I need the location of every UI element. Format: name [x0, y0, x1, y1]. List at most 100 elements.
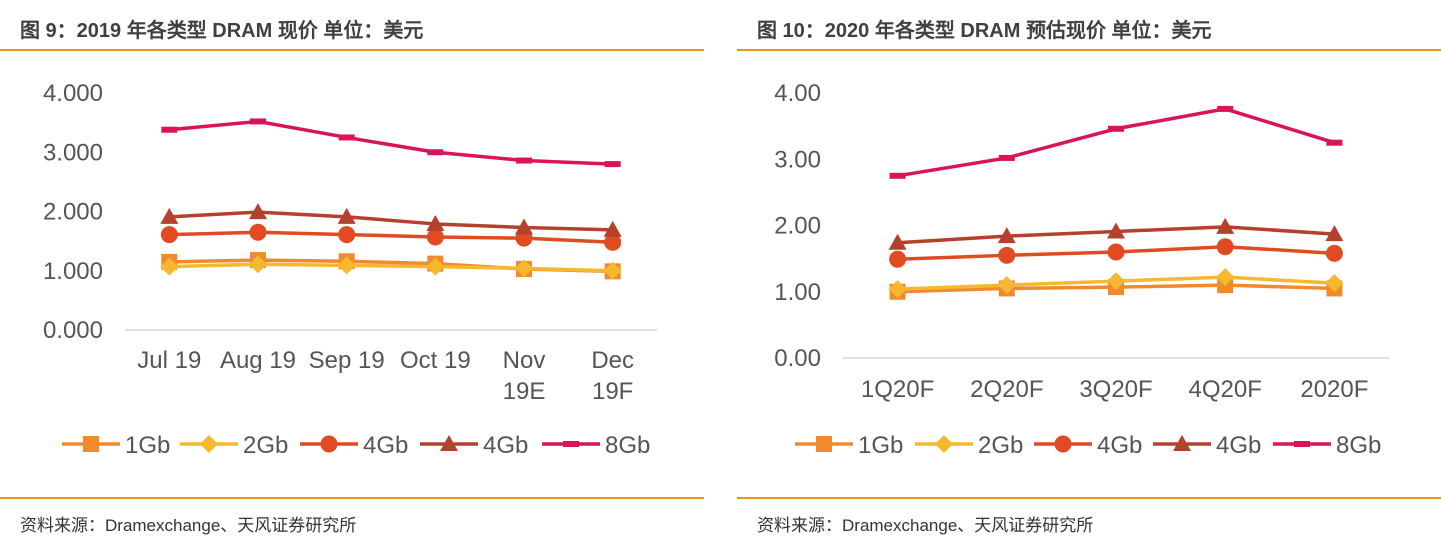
- data-point-2Gb: [1107, 272, 1125, 291]
- legend-marker: [83, 436, 99, 452]
- data-point-4Gb: [603, 220, 622, 237]
- data-point-8Gb: [604, 161, 621, 168]
- y-tick-label: 4.000: [43, 80, 103, 107]
- source-note: 资料来源：Dramexchange、天风证券研究所: [20, 516, 357, 535]
- data-point-4Gb: [1216, 238, 1234, 256]
- data-point-2Gb: [997, 276, 1016, 295]
- series-line-8Gb: [897, 107, 1335, 178]
- y-tick-label: 1.000: [43, 258, 103, 285]
- chart-panel-2019: 图 9：2019 年各类型 DRAM 现价 单位：美元 0.000 1.000 2.…: [0, 0, 704, 535]
- series-line-4Gb: [169, 230, 613, 245]
- data-point-4Gb: [160, 226, 178, 244]
- x-tick-label: 19E: [503, 378, 546, 405]
- y-tick-label: 3.00: [774, 146, 821, 173]
- x-tick-label: Oct 19: [400, 347, 471, 374]
- series-line-2Gb: [169, 262, 613, 273]
- data-point-2Gb: [515, 259, 533, 278]
- source-rule: [0, 497, 704, 499]
- legend-label: 2Gb: [978, 432, 1023, 459]
- x-tick-label: 3Q20F: [1079, 376, 1152, 403]
- line-chart-2020: 0.00 1.00 2.00 3.00 4.00 1Q20F 2Q20F 3Q20F 4Q20F…: [774, 80, 1389, 459]
- data-point-2Gb: [426, 257, 445, 276]
- legend-marker: [320, 435, 338, 453]
- chart-title: 图 9：2019 年各类型 DRAM 现价 单位：美元: [20, 20, 424, 42]
- data-point-4Gb: [160, 207, 179, 224]
- data-point-4Gb: [1107, 243, 1125, 261]
- x-tick-label: 19F: [592, 378, 633, 405]
- data-point-4Gb: [998, 246, 1016, 264]
- data-point-4Gb: [888, 233, 907, 250]
- y-tick-label: 3.000: [43, 139, 103, 166]
- data-point-8Gb: [1217, 105, 1234, 112]
- series-line-4Gb: [169, 210, 613, 232]
- legend-label: 1Gb: [125, 432, 170, 459]
- data-point-4Gb: [1216, 217, 1235, 234]
- data-point-2Gb: [337, 256, 356, 275]
- x-tick-label: 2Q20F: [970, 376, 1043, 403]
- data-point-4Gb: [338, 226, 356, 244]
- source-rule: [737, 497, 1441, 499]
- x-tick-label: Jul 19: [137, 347, 201, 374]
- legend-label: 1Gb: [858, 432, 903, 459]
- x-tick-label: Nov: [503, 347, 546, 374]
- data-point-8Gb: [250, 118, 266, 125]
- source-note: 资料来源：Dramexchange、天风证券研究所: [757, 516, 1094, 535]
- y-tick-label: 2.00: [774, 213, 821, 240]
- legend-marker: [935, 435, 953, 453]
- x-tick-label: 2020F: [1300, 376, 1368, 403]
- data-point-2Gb: [888, 280, 907, 299]
- x-tick-label: Aug 19: [220, 347, 296, 374]
- data-point-4Gb: [1325, 225, 1344, 242]
- legend-marker: [440, 435, 458, 451]
- title-rule: [737, 49, 1441, 51]
- data-point-4Gb: [426, 228, 444, 246]
- series-line-8Gb: [169, 119, 613, 166]
- data-point-4Gb: [249, 223, 267, 241]
- x-tick-label: 1Q20F: [861, 376, 934, 403]
- data-point-4Gb: [1107, 222, 1125, 239]
- legend-marker: [1054, 435, 1072, 453]
- data-point-4Gb: [337, 207, 356, 224]
- legend-label: 4Gb: [363, 432, 408, 459]
- data-point-4Gb: [1325, 244, 1343, 262]
- data-point-2Gb: [160, 257, 179, 276]
- data-point-8Gb: [1326, 139, 1343, 146]
- y-tick-label: 4.00: [774, 80, 821, 107]
- x-tick-label: 4Q20F: [1189, 376, 1262, 403]
- data-point-8Gb: [161, 126, 178, 133]
- legend-label: 4Gb: [1097, 432, 1142, 459]
- title-rule: [0, 49, 704, 51]
- legend-marker: [816, 436, 832, 452]
- data-point-4Gb: [249, 203, 267, 220]
- chart-panel-2020: 图 10：2020 年各类型 DRAM 预估现价 单位：美元 0.00 1.00 2…: [737, 0, 1441, 535]
- legend-marker: [1294, 441, 1310, 447]
- data-point-8Gb: [889, 172, 906, 179]
- data-point-8Gb: [427, 149, 444, 156]
- data-point-8Gb: [516, 157, 532, 164]
- chart-title: 图 10：2020 年各类型 DRAM 预估现价 单位：美元: [757, 20, 1212, 42]
- legend-marker: [563, 441, 579, 447]
- legend-label: 4Gb: [1216, 432, 1261, 459]
- y-tick-label: 0.00: [774, 345, 821, 372]
- y-tick-label: 1.00: [774, 279, 821, 306]
- data-point-2Gb: [1216, 268, 1235, 287]
- legend-label: 8Gb: [1336, 432, 1381, 459]
- x-tick-label: Dec: [591, 347, 634, 374]
- legend-label: 8Gb: [605, 432, 650, 459]
- y-tick-label: 0.000: [43, 317, 103, 344]
- legend-marker: [1173, 435, 1191, 451]
- legend-label: 2Gb: [243, 432, 288, 459]
- x-tick-label: Sep 19: [309, 347, 385, 374]
- y-tick-label: 2.000: [43, 199, 103, 226]
- data-point-2Gb: [603, 261, 622, 280]
- legend-label: 4Gb: [483, 432, 528, 459]
- data-point-8Gb: [1108, 125, 1124, 132]
- data-point-8Gb: [338, 134, 355, 141]
- data-point-8Gb: [998, 154, 1015, 161]
- data-point-4Gb: [515, 218, 533, 235]
- data-point-4Gb: [604, 233, 622, 251]
- legend-marker: [200, 435, 218, 453]
- data-point-2Gb: [1325, 274, 1344, 293]
- data-point-4Gb: [997, 227, 1016, 244]
- line-chart-2019: 0.000 1.000 2.000 3.000 4.000 Jul 19 Aug 19 Sep…: [43, 80, 657, 459]
